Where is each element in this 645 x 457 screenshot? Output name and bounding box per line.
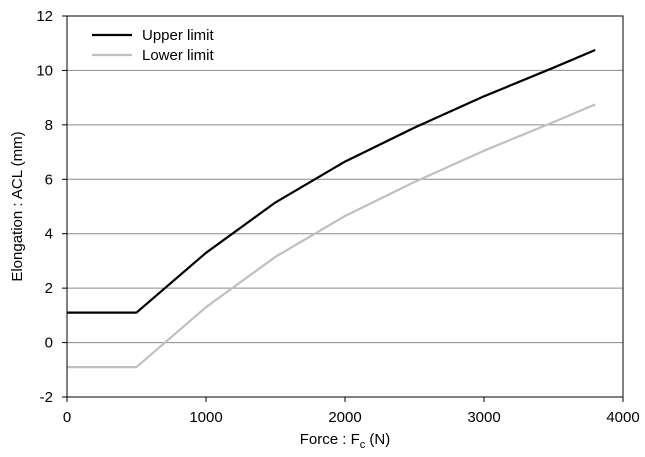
legend: Upper limit Lower limit <box>92 27 215 64</box>
grid-lines <box>67 69 623 344</box>
x-tick-label-3: 3000 <box>467 409 500 426</box>
y-tick-label-5: 8 <box>45 117 53 134</box>
y-axis-ticks: -2 0 2 4 6 8 10 12 <box>36 8 67 406</box>
x-axis-label-main: Force : F <box>300 431 360 448</box>
x-tick-label-1: 1000 <box>189 409 222 426</box>
x-axis-label: Force : Fc (N) <box>300 431 391 451</box>
y-axis-label: Elongation : ACL (mm) <box>9 131 26 281</box>
legend-label-upper-limit: Upper limit <box>142 27 215 44</box>
x-tick-label-2: 2000 <box>328 409 361 426</box>
x-axis-ticks: 0 1000 2000 3000 4000 <box>63 397 640 426</box>
x-tick-label-0: 0 <box>63 409 71 426</box>
y-tick-label-4: 6 <box>45 171 53 188</box>
y-tick-label-0: -2 <box>40 389 53 406</box>
y-tick-label-7: 12 <box>36 8 53 25</box>
y-tick-label-3: 4 <box>45 226 53 243</box>
series-lines <box>67 48 596 369</box>
series-line-upper-limit <box>67 48 596 314</box>
y-tick-label-6: 10 <box>36 62 53 79</box>
x-axis-label-unit: (N) <box>365 431 390 448</box>
x-axis-label-subscript: c <box>360 439 366 451</box>
x-tick-label-4: 4000 <box>606 409 639 426</box>
y-tick-label-2: 2 <box>45 280 53 297</box>
y-tick-label-1: 0 <box>45 335 53 352</box>
series-line-lower-limit <box>67 103 596 369</box>
legend-label-lower-limit: Lower limit <box>142 47 215 64</box>
